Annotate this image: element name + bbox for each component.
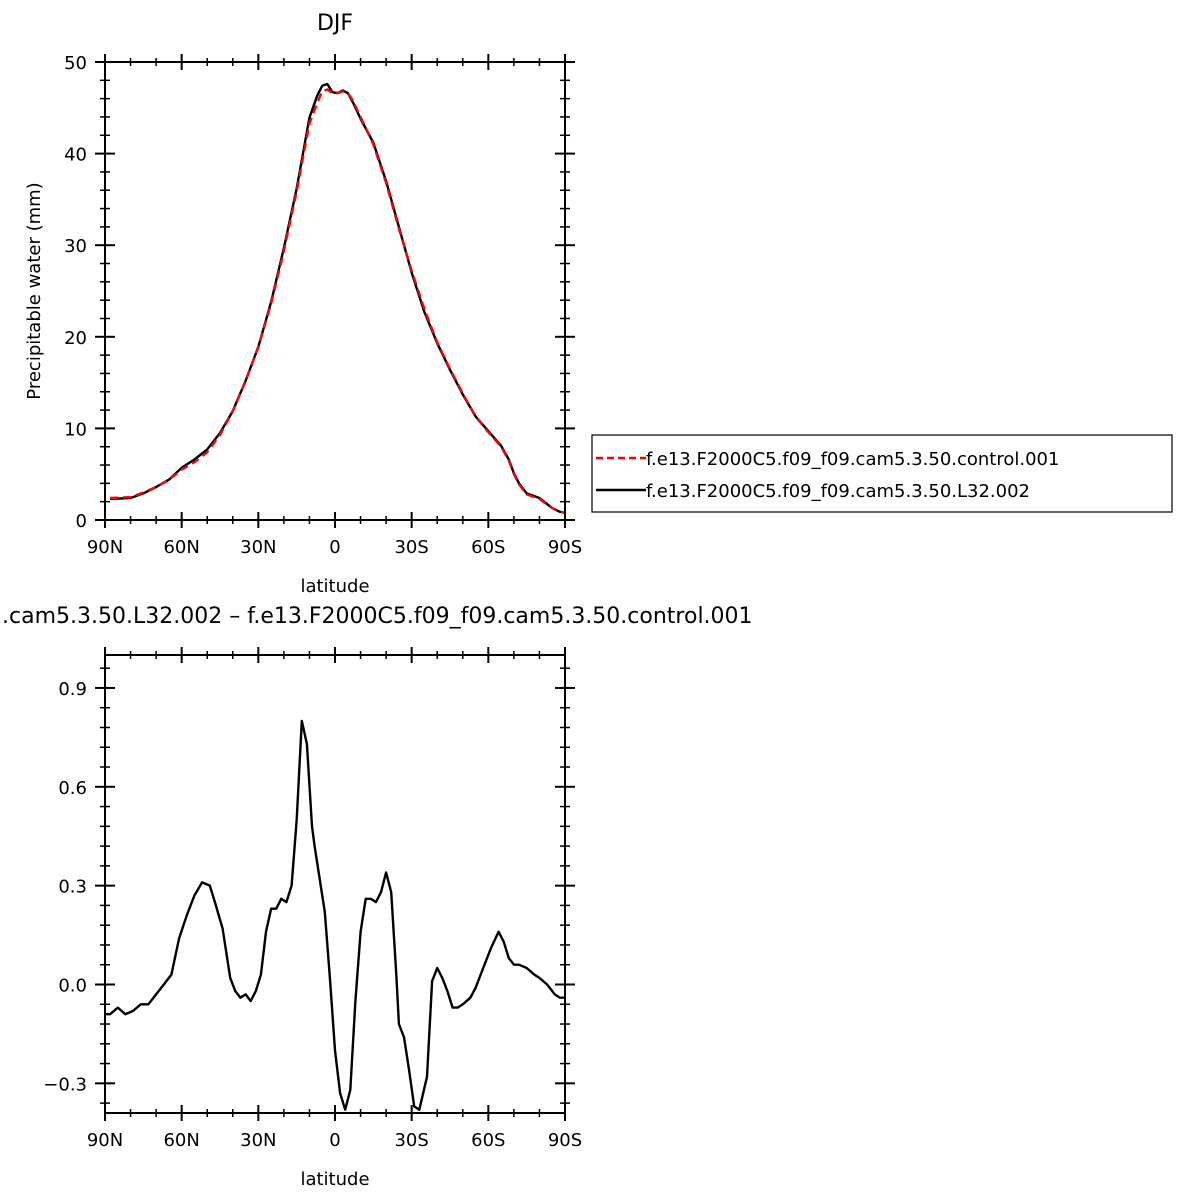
bottom-x-axis-label: latitude — [300, 1169, 369, 1190]
x-tick-label: 30N — [240, 1130, 276, 1151]
x-tick-label: 90N — [87, 1130, 123, 1151]
legend-label-l32: f.e13.F2000C5.f09_f09.cam5.3.50.L32.002 — [646, 481, 1030, 502]
bottom-y-tick-labels: −0.3 0.0 0.3 0.6 0.9 — [43, 679, 87, 1095]
y-tick-label: 0.6 — [58, 778, 87, 799]
bottom-x-tick-labels: 90N 60N 30N 0 30S 60S 90S — [87, 1130, 582, 1151]
series-line-1 — [110, 82, 566, 514]
x-tick-label: 60N — [163, 537, 199, 558]
top-y-tick-labels: 0 10 20 30 40 50 — [64, 53, 87, 532]
y-tick-label: 0.9 — [58, 679, 87, 700]
series-line-0 — [105, 719, 565, 1111]
top-x-tick-labels: 90N 60N 30N 0 30S 60S 90S — [87, 537, 582, 558]
legend-label-control: f.e13.F2000C5.f09_f09.cam5.3.50.control.… — [646, 449, 1059, 470]
x-tick-label: 60S — [471, 1130, 505, 1151]
x-tick-label: 90S — [548, 1130, 582, 1151]
x-tick-label: 90N — [87, 537, 123, 558]
top-plot-frame — [104, 61, 566, 521]
y-tick-label: −0.3 — [43, 1074, 87, 1095]
y-tick-label: 10 — [64, 419, 87, 440]
y-tick-label: 30 — [64, 236, 87, 257]
panel-bottom-chart: .cam5.3.50.L32.002 – f.e13.F2000C5.f09_f… — [0, 604, 753, 1190]
top-chart-title: DJF — [317, 11, 353, 36]
bottom-plot-frame — [104, 654, 566, 1114]
legend-box — [591, 434, 1173, 513]
legend: f.e13.F2000C5.f09_f09.cam5.3.50.control.… — [591, 434, 1173, 513]
x-tick-label: 30S — [394, 537, 428, 558]
x-tick-label: 60S — [471, 537, 505, 558]
top-y-axis-label: Precipitable water (mm) — [24, 182, 45, 399]
x-tick-label: 90S — [548, 537, 582, 558]
x-tick-label: 60N — [163, 1130, 199, 1151]
x-tick-label: 0 — [329, 537, 340, 558]
bottom-chart-title: .cam5.3.50.L32.002 – f.e13.F2000C5.f09_f… — [2, 604, 753, 629]
x-tick-label: 0 — [329, 1130, 340, 1151]
y-tick-label: 0 — [76, 511, 87, 532]
y-tick-label: 20 — [64, 328, 87, 349]
y-tick-label: 50 — [64, 53, 87, 74]
y-tick-label: 0.0 — [58, 975, 87, 996]
top-x-axis-label: latitude — [300, 576, 369, 597]
x-tick-label: 30S — [394, 1130, 428, 1151]
bottom-series-group — [105, 719, 565, 1111]
bottom-y-axis-label: Precipitable water (mm) — [0, 775, 17, 992]
series-line-0 — [110, 88, 566, 514]
y-tick-label: 0.3 — [58, 877, 87, 898]
panel-top-chart: DJF 90N 60N 30N 0 30S 60S 90S 0 10 20 30 40 50 lati… — [24, 11, 1173, 597]
top-series-group — [110, 82, 566, 514]
x-tick-label: 30N — [240, 537, 276, 558]
y-tick-label: 40 — [64, 145, 87, 166]
top-axis-ticks — [95, 54, 575, 528]
